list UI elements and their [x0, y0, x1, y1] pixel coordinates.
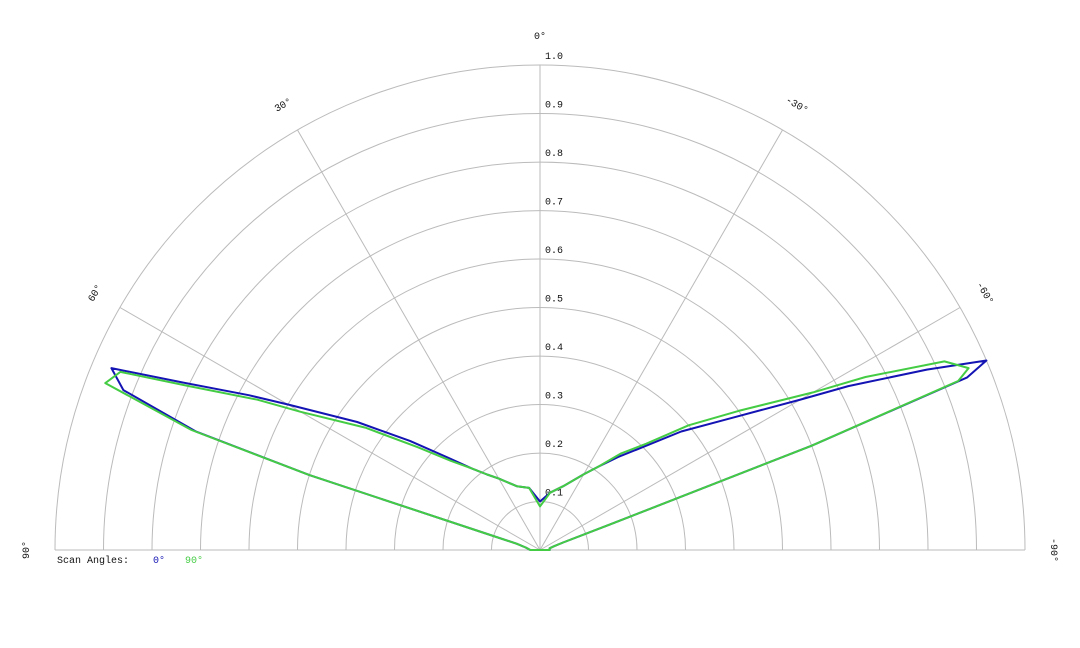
theta-tick-label: -90° — [1047, 538, 1059, 562]
theta-tick-label: 0° — [534, 31, 546, 43]
r-tick-label: 0.6 — [545, 246, 563, 257]
series-line — [104, 360, 970, 551]
legend-title: Scan Angles: — [57, 555, 129, 567]
legend-entry: 0° — [153, 555, 165, 567]
theta-tick-label: -60° — [973, 280, 995, 307]
r-tick-label: 1.0 — [545, 52, 563, 63]
theta-tick-label: 90° — [21, 541, 33, 559]
grid-spoke — [539, 307, 961, 551]
grid-spoke — [297, 129, 541, 551]
r-tick-label: 0.5 — [545, 295, 563, 306]
r-tick-label: 0.4 — [545, 343, 563, 354]
theta-tick-label: 60° — [86, 283, 105, 305]
r-tick-label: 0.7 — [545, 198, 563, 209]
grid-spoke — [119, 307, 541, 551]
theta-tick-label: 30° — [273, 96, 295, 115]
r-tick-label: 0.9 — [545, 101, 563, 112]
r-tick-label: 0.3 — [545, 392, 563, 403]
r-tick-label: 0.1 — [545, 489, 563, 500]
theta-tick-label: -30° — [783, 95, 810, 117]
legend-entry: 90° — [185, 555, 203, 567]
r-tick-label: 0.2 — [545, 440, 563, 451]
r-tick-label: 0.8 — [545, 149, 563, 160]
grid-spoke — [539, 129, 783, 551]
series-line — [110, 359, 988, 551]
